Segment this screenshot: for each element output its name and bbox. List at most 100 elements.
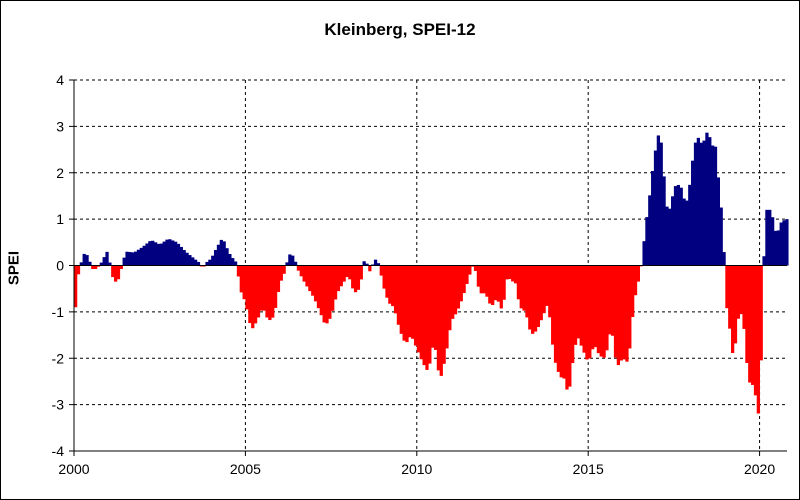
chart-title: Kleinberg, SPEI-12 xyxy=(324,20,476,39)
bar xyxy=(325,265,329,324)
bar xyxy=(593,265,598,348)
y-tick-label: -1 xyxy=(52,304,65,320)
bar xyxy=(453,265,458,315)
bar xyxy=(405,265,409,343)
bar xyxy=(348,265,352,280)
bar xyxy=(356,265,361,290)
bar xyxy=(645,217,649,266)
bar xyxy=(225,248,229,266)
bar xyxy=(642,241,646,266)
bar xyxy=(433,265,438,350)
bar xyxy=(673,186,678,266)
bar xyxy=(508,265,512,280)
bar xyxy=(565,265,569,390)
bar xyxy=(136,249,141,266)
bar xyxy=(451,265,455,319)
bar xyxy=(308,265,312,292)
bar xyxy=(482,265,486,294)
bar xyxy=(519,265,523,309)
bar xyxy=(419,265,423,360)
bar xyxy=(268,265,272,321)
bar xyxy=(668,208,672,266)
bar xyxy=(462,265,466,294)
bar xyxy=(391,265,395,307)
bar xyxy=(779,222,783,266)
bar xyxy=(485,265,489,297)
bar xyxy=(239,265,243,293)
bar xyxy=(616,265,621,366)
bar xyxy=(171,240,175,266)
bar xyxy=(751,265,755,385)
bar xyxy=(208,259,212,266)
x-tick-label: 2005 xyxy=(230,461,261,477)
bar xyxy=(248,265,252,324)
bar xyxy=(431,265,435,348)
bar xyxy=(448,265,452,331)
x-tick-label: 2010 xyxy=(401,461,432,477)
bar xyxy=(756,265,760,414)
y-tick-label: -3 xyxy=(52,397,65,413)
bar xyxy=(556,265,561,372)
bar xyxy=(322,265,326,323)
bar xyxy=(313,265,318,302)
bar xyxy=(479,265,483,294)
bar xyxy=(145,243,149,266)
bar xyxy=(425,265,429,370)
bar xyxy=(339,265,343,287)
bar xyxy=(311,265,315,296)
bar xyxy=(253,265,258,324)
bar xyxy=(699,142,703,266)
bar xyxy=(491,265,495,306)
bar xyxy=(725,265,729,309)
bar xyxy=(128,252,132,266)
bar xyxy=(159,243,163,266)
bar xyxy=(236,265,241,277)
bar xyxy=(582,265,586,353)
bar xyxy=(368,265,372,272)
bar xyxy=(625,265,629,362)
bar xyxy=(745,265,749,364)
bar xyxy=(516,265,521,300)
bar xyxy=(359,265,363,280)
bar xyxy=(476,265,481,287)
bar xyxy=(371,264,375,266)
bar xyxy=(653,150,658,266)
bar xyxy=(202,265,206,267)
bar xyxy=(428,265,432,364)
x-tick-labels: 2000 2005 2010 2015 2020 xyxy=(58,461,775,477)
bar xyxy=(271,265,275,318)
bar xyxy=(382,265,386,289)
bar xyxy=(76,265,81,275)
bar xyxy=(662,176,666,266)
bar xyxy=(708,137,712,266)
bar xyxy=(685,200,689,266)
bar xyxy=(445,265,449,349)
bar xyxy=(331,265,335,311)
bar xyxy=(548,265,552,318)
bar xyxy=(259,265,263,311)
bar xyxy=(753,265,758,396)
bar xyxy=(528,265,532,330)
bar xyxy=(576,265,581,339)
bar xyxy=(511,265,515,282)
bar xyxy=(591,265,595,350)
bar xyxy=(456,265,461,309)
bar xyxy=(131,252,135,266)
y-tick-label: 4 xyxy=(56,72,64,88)
bar xyxy=(413,265,418,346)
bar xyxy=(336,265,341,292)
bar xyxy=(388,265,392,304)
bar xyxy=(256,265,261,318)
bar xyxy=(362,261,366,266)
bar xyxy=(402,265,406,341)
bar xyxy=(679,187,683,266)
bar xyxy=(522,265,526,311)
bar xyxy=(233,261,238,266)
bar xyxy=(656,135,660,266)
bar xyxy=(211,255,215,266)
bar xyxy=(536,265,541,328)
bar xyxy=(231,258,235,266)
bar xyxy=(613,265,618,358)
bar xyxy=(113,265,118,282)
